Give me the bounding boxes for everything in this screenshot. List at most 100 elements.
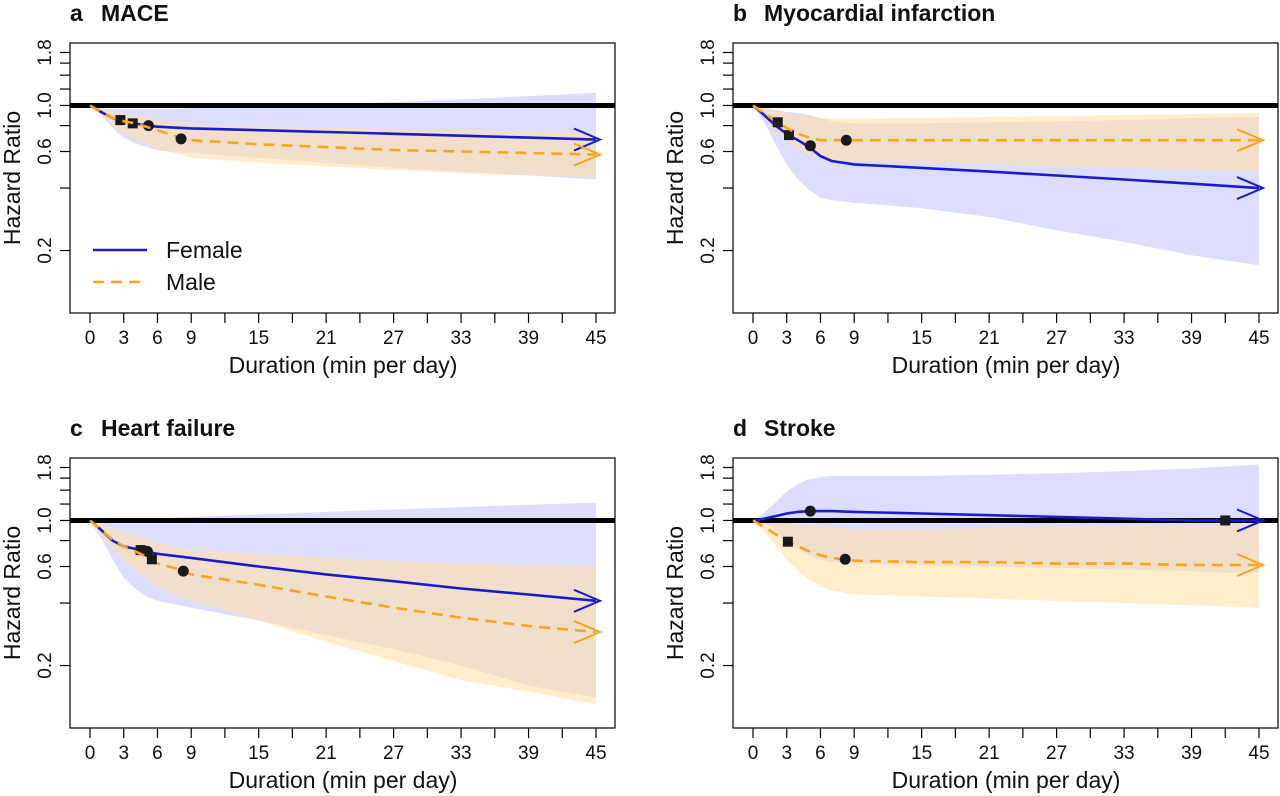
y-tick-label: 1.8	[35, 39, 56, 65]
y-tick-label: 0.2	[35, 652, 56, 678]
plot-frame	[732, 42, 1279, 314]
y-tick-label: 0.2	[698, 652, 719, 678]
x-tick-label: 45	[585, 743, 606, 764]
female-arrowhead	[573, 588, 603, 613]
x-tick-label: 21	[316, 743, 337, 764]
y-axis-label: Hazard Ratio	[662, 111, 688, 245]
male-arrowhead	[573, 620, 603, 644]
y-tick-label: 1.8	[35, 454, 56, 480]
male-arrowhead	[1236, 553, 1266, 577]
x-tick-label: 45	[1248, 328, 1269, 349]
panel-a: 0 3 6 9 15 21 27 33 39 45 0.2 0.6 1.0 1.8 Duration (mi…	[0, 0, 616, 378]
female-circle-marker	[804, 505, 816, 517]
male-line	[752, 519, 1259, 567]
x-tick-label: 6	[815, 328, 826, 349]
panel-letter: d	[733, 415, 747, 441]
female-arrowhead	[1236, 176, 1266, 200]
male-circle-marker	[839, 553, 851, 565]
legend-label-female: Female	[166, 237, 243, 263]
x-tick-label: 0	[748, 328, 759, 349]
x-tick-label: 3	[118, 328, 129, 349]
x-axis-label: Duration (min per day)	[229, 352, 458, 378]
male-square-marker	[772, 117, 783, 128]
x-tick-label: 27	[383, 743, 404, 764]
x-tick-label: 27	[1046, 743, 1067, 764]
legend: Female Male	[93, 237, 243, 295]
male-ci-band	[753, 520, 1259, 608]
panel-letter: a	[70, 0, 83, 26]
female-line	[752, 509, 1259, 522]
y-tick-label: 1.0	[698, 92, 719, 118]
x-axis-label: Duration (min per day)	[892, 767, 1121, 793]
x-tick-label: 39	[518, 328, 539, 349]
x-tick-label: 15	[248, 743, 269, 764]
x-tick-label: 33	[450, 743, 471, 764]
x-tick-label: 39	[1181, 743, 1202, 764]
y-tick-label: 1.0	[698, 507, 719, 533]
panel-c: 0 3 6 9 15 21 27 33 39 45 0.2 0.6 1.0 1.8 Duration (mi…	[0, 415, 616, 793]
male-ci-band	[90, 520, 596, 705]
plot-frame	[69, 457, 616, 729]
y-tick-label: 0.2	[35, 237, 56, 263]
x-tick-label: 39	[518, 743, 539, 764]
male-line	[89, 519, 597, 634]
x-tick-label: 3	[118, 743, 129, 764]
y-tick-label: 0.6	[698, 138, 719, 164]
x-tick-label: 6	[815, 743, 826, 764]
x-tick-label: 9	[849, 743, 860, 764]
x-tick-label: 33	[1113, 328, 1134, 349]
x-tick-label: 3	[781, 743, 792, 764]
y-tick-label: 1.8	[698, 454, 719, 480]
x-tick-label: 45	[1248, 743, 1269, 764]
female-circle-marker	[142, 120, 154, 132]
x-tick-label: 0	[748, 743, 759, 764]
y-tick-label: 1.0	[35, 507, 56, 533]
female-line	[89, 519, 597, 603]
female-square-marker	[135, 545, 146, 556]
panel-title: Stroke	[764, 415, 836, 441]
x-tick-label: 15	[248, 328, 269, 349]
male-circle-marker	[840, 134, 852, 146]
x-tick-label: 33	[450, 328, 471, 349]
x-axis-label: Duration (min per day)	[229, 767, 458, 793]
female-arrowhead	[1236, 508, 1266, 533]
x-tick-label: 9	[186, 743, 197, 764]
male-arrowhead	[1236, 128, 1266, 153]
male-square-marker	[146, 554, 157, 565]
male-arrowhead	[573, 142, 603, 167]
y-tick-label: 1.8	[698, 39, 719, 65]
y-axis-label: Hazard Ratio	[0, 111, 25, 245]
panel-letter: c	[70, 415, 83, 441]
plot-frame	[69, 42, 616, 314]
y-axis-label: Hazard Ratio	[0, 526, 25, 660]
female-circle-marker	[804, 140, 816, 152]
male-square-marker	[782, 536, 793, 547]
x-tick-label: 15	[911, 743, 932, 764]
male-ci-band	[90, 105, 596, 178]
x-tick-label: 6	[152, 743, 163, 764]
x-tick-label: 21	[979, 743, 1000, 764]
x-tick-label: 9	[849, 328, 860, 349]
x-tick-label: 21	[316, 328, 337, 349]
x-tick-label: 21	[979, 328, 1000, 349]
male-line	[752, 104, 1259, 142]
female-circle-marker	[141, 545, 153, 557]
x-tick-label: 33	[1113, 743, 1134, 764]
male-circle-marker	[177, 565, 189, 577]
male-ci-band	[753, 105, 1259, 172]
y-tick-label: 0.6	[35, 553, 56, 579]
x-tick-label: 9	[186, 328, 197, 349]
male-circle-marker	[175, 133, 187, 145]
y-tick-label: 0.6	[35, 138, 56, 164]
panel-title: MACE	[101, 0, 169, 26]
panel-d: 0 3 6 9 15 21 27 33 39 45 0.2 0.6 1.0 1.8 Duration (mi…	[662, 415, 1279, 793]
x-tick-label: 45	[585, 328, 606, 349]
x-axis-label: Duration (min per day)	[892, 352, 1121, 378]
female-line	[752, 104, 1260, 190]
panel-title: Heart failure	[101, 415, 235, 441]
plot-frame	[732, 457, 1279, 729]
x-tick-label: 15	[911, 328, 932, 349]
male-line	[89, 104, 597, 156]
y-axis-label: Hazard Ratio	[662, 526, 688, 660]
